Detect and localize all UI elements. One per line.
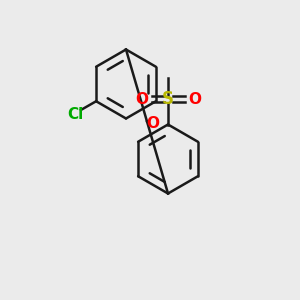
Text: O: O bbox=[135, 92, 148, 106]
Text: S: S bbox=[162, 90, 174, 108]
Text: O: O bbox=[188, 92, 201, 106]
Text: O: O bbox=[146, 116, 159, 130]
Text: Cl: Cl bbox=[67, 106, 83, 122]
